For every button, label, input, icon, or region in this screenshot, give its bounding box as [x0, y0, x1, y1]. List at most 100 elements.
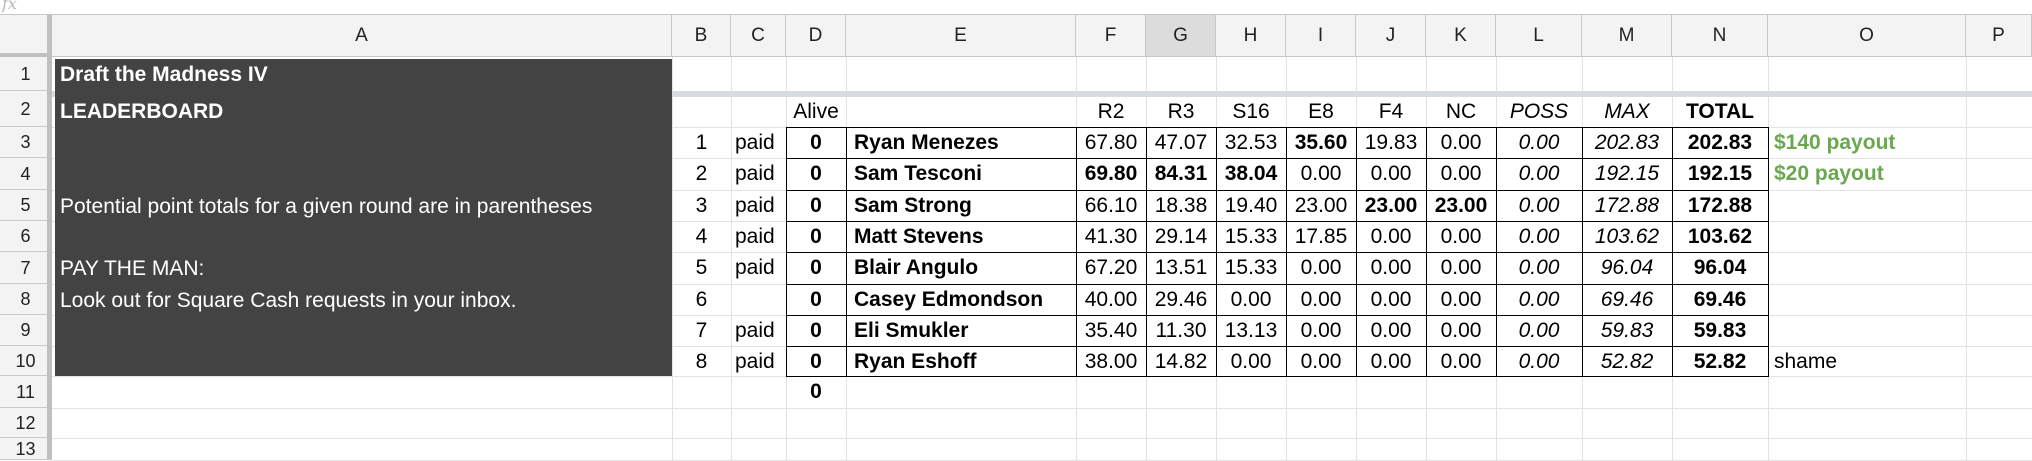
entry-nc-cell[interactable]: 0.00: [1440, 288, 1482, 311]
entry-e8-cell[interactable]: 0.00: [1300, 288, 1342, 311]
entry-total-cell[interactable]: 69.46: [1693, 288, 1747, 311]
entry-rank-cell[interactable]: 7: [695, 319, 708, 342]
select-all-corner[interactable]: [0, 15, 52, 57]
entry-r2-cell[interactable]: 35.40: [1084, 319, 1138, 342]
formula-bar[interactable]: fx: [0, 0, 2032, 15]
column-header-f[interactable]: F: [1076, 15, 1146, 57]
entry-rank-cell[interactable]: 6: [695, 288, 708, 311]
entry-s16-cell[interactable]: 32.53: [1224, 131, 1278, 154]
entry-nc-cell[interactable]: 0.00: [1440, 131, 1482, 154]
column-header-a[interactable]: A: [52, 15, 672, 57]
entry-f4-cell[interactable]: 19.83: [1364, 131, 1418, 154]
entry-note-cell[interactable]: $20 payout: [1774, 162, 1884, 185]
entry-f4-cell[interactable]: 23.00: [1364, 194, 1418, 217]
entry-paid-cell[interactable]: paid: [735, 225, 775, 248]
pay-note[interactable]: Look out for Square Cash requests in you…: [60, 289, 517, 312]
column-header-g[interactable]: G: [1146, 15, 1216, 57]
entry-s16-cell[interactable]: 15.33: [1224, 225, 1278, 248]
entry-e8-cell[interactable]: 0.00: [1300, 319, 1342, 342]
entry-alive-cell[interactable]: 0: [810, 350, 822, 373]
entry-name-cell[interactable]: Ryan Menezes: [854, 131, 999, 154]
entry-total-cell[interactable]: 59.83: [1693, 319, 1747, 342]
column-header-p[interactable]: P: [1966, 15, 2032, 57]
entry-e8-cell[interactable]: 23.00: [1294, 194, 1348, 217]
leaderboard-label[interactable]: LEADERBOARD: [60, 100, 224, 123]
row-header-4[interactable]: 4: [0, 158, 52, 190]
entry-paid-cell[interactable]: paid: [735, 162, 775, 185]
entry-poss-cell[interactable]: 0.00: [1518, 162, 1560, 185]
entry-rank-cell[interactable]: 3: [695, 194, 708, 217]
entry-r3-cell[interactable]: 13.51: [1154, 256, 1208, 279]
entry-alive-cell[interactable]: 0: [810, 319, 822, 342]
entry-paid-cell[interactable]: paid: [735, 350, 775, 373]
row-header-1[interactable]: 1: [0, 57, 52, 91]
entry-name-cell[interactable]: Matt Stevens: [854, 225, 984, 248]
entry-r3-cell[interactable]: 11.30: [1155, 319, 1207, 342]
entry-max-cell[interactable]: 69.46: [1600, 288, 1654, 311]
entry-note-cell[interactable]: shame: [1774, 350, 1838, 373]
row-header-5[interactable]: 5: [0, 190, 52, 221]
poss-header[interactable]: POSS: [1509, 100, 1569, 123]
entry-alive-cell[interactable]: 0: [810, 162, 822, 185]
entry-e8-cell[interactable]: 35.60: [1294, 131, 1348, 154]
max-header[interactable]: MAX: [1604, 100, 1650, 123]
f4-header[interactable]: F4: [1378, 100, 1404, 123]
column-header-d[interactable]: D: [786, 15, 846, 57]
entry-nc-cell[interactable]: 0.00: [1440, 162, 1482, 185]
column-header-b[interactable]: B: [672, 15, 731, 57]
e8-header[interactable]: E8: [1308, 100, 1334, 123]
pay-heading[interactable]: PAY THE MAN:: [60, 257, 205, 280]
entry-s16-cell[interactable]: 0.00: [1230, 288, 1272, 311]
column-header-i[interactable]: I: [1286, 15, 1356, 57]
entry-f4-cell[interactable]: 0.00: [1370, 162, 1412, 185]
entry-s16-cell[interactable]: 38.04: [1224, 162, 1278, 185]
entry-poss-cell[interactable]: 0.00: [1518, 194, 1560, 217]
column-header-h[interactable]: H: [1216, 15, 1286, 57]
entry-f4-cell[interactable]: 0.00: [1370, 319, 1412, 342]
entry-poss-cell[interactable]: 0.00: [1518, 131, 1560, 154]
entry-r2-cell[interactable]: 38.00: [1084, 350, 1138, 373]
entry-paid-cell[interactable]: paid: [735, 194, 775, 217]
row-header-9[interactable]: 9: [0, 315, 52, 346]
entry-r3-cell[interactable]: 29.46: [1154, 288, 1208, 311]
column-header-k[interactable]: K: [1426, 15, 1496, 57]
row-header-10[interactable]: 10: [0, 346, 52, 376]
entry-f4-cell[interactable]: 0.00: [1370, 350, 1412, 373]
entry-r3-cell[interactable]: 84.31: [1154, 162, 1208, 185]
entry-total-cell[interactable]: 202.83: [1687, 131, 1753, 154]
entry-alive-cell[interactable]: 0: [810, 194, 822, 217]
entry-nc-cell[interactable]: 23.00: [1434, 194, 1488, 217]
nc-header[interactable]: NC: [1445, 100, 1477, 123]
column-header-m[interactable]: M: [1582, 15, 1672, 57]
row-header-12[interactable]: 12: [0, 408, 52, 438]
entry-r2-cell[interactable]: 40.00: [1084, 288, 1138, 311]
entry-r2-cell[interactable]: 69.80: [1084, 162, 1138, 185]
row-header-2[interactable]: 2: [0, 91, 52, 127]
entry-r2-cell[interactable]: 67.20: [1084, 256, 1138, 279]
column-header-j[interactable]: J: [1356, 15, 1426, 57]
potential-note[interactable]: Potential point totals for a given round…: [60, 195, 593, 218]
entry-alive-cell[interactable]: 0: [810, 288, 822, 311]
entry-total-cell[interactable]: 172.88: [1687, 194, 1753, 217]
entry-r3-cell[interactable]: 29.14: [1154, 225, 1208, 248]
entry-name-cell[interactable]: Ryan Eshoff: [854, 350, 977, 373]
entry-max-cell[interactable]: 96.04: [1600, 256, 1654, 279]
entry-max-cell[interactable]: 52.82: [1600, 350, 1654, 373]
frozen-row-divider[interactable]: [52, 91, 2032, 97]
entry-name-cell[interactable]: Casey Edmondson: [854, 288, 1044, 311]
entry-e8-cell[interactable]: 17.85: [1294, 225, 1348, 248]
entry-name-cell[interactable]: Sam Tesconi: [854, 162, 982, 185]
column-header-n[interactable]: N: [1672, 15, 1768, 57]
entry-total-cell[interactable]: 52.82: [1693, 350, 1747, 373]
entry-alive-cell[interactable]: 0: [810, 225, 822, 248]
entry-total-cell[interactable]: 192.15: [1687, 162, 1753, 185]
frozen-column-divider[interactable]: [47, 15, 52, 460]
entry-s16-cell[interactable]: 19.40: [1224, 194, 1278, 217]
entry-nc-cell[interactable]: 0.00: [1440, 350, 1482, 373]
row-header-6[interactable]: 6: [0, 221, 52, 252]
entry-rank-cell[interactable]: 5: [695, 256, 708, 279]
entry-name-cell[interactable]: Eli Smukler: [854, 319, 969, 342]
entry-s16-cell[interactable]: 13.13: [1224, 319, 1278, 342]
entry-e8-cell[interactable]: 0.00: [1300, 350, 1342, 373]
entry-r3-cell[interactable]: 18.38: [1154, 194, 1208, 217]
